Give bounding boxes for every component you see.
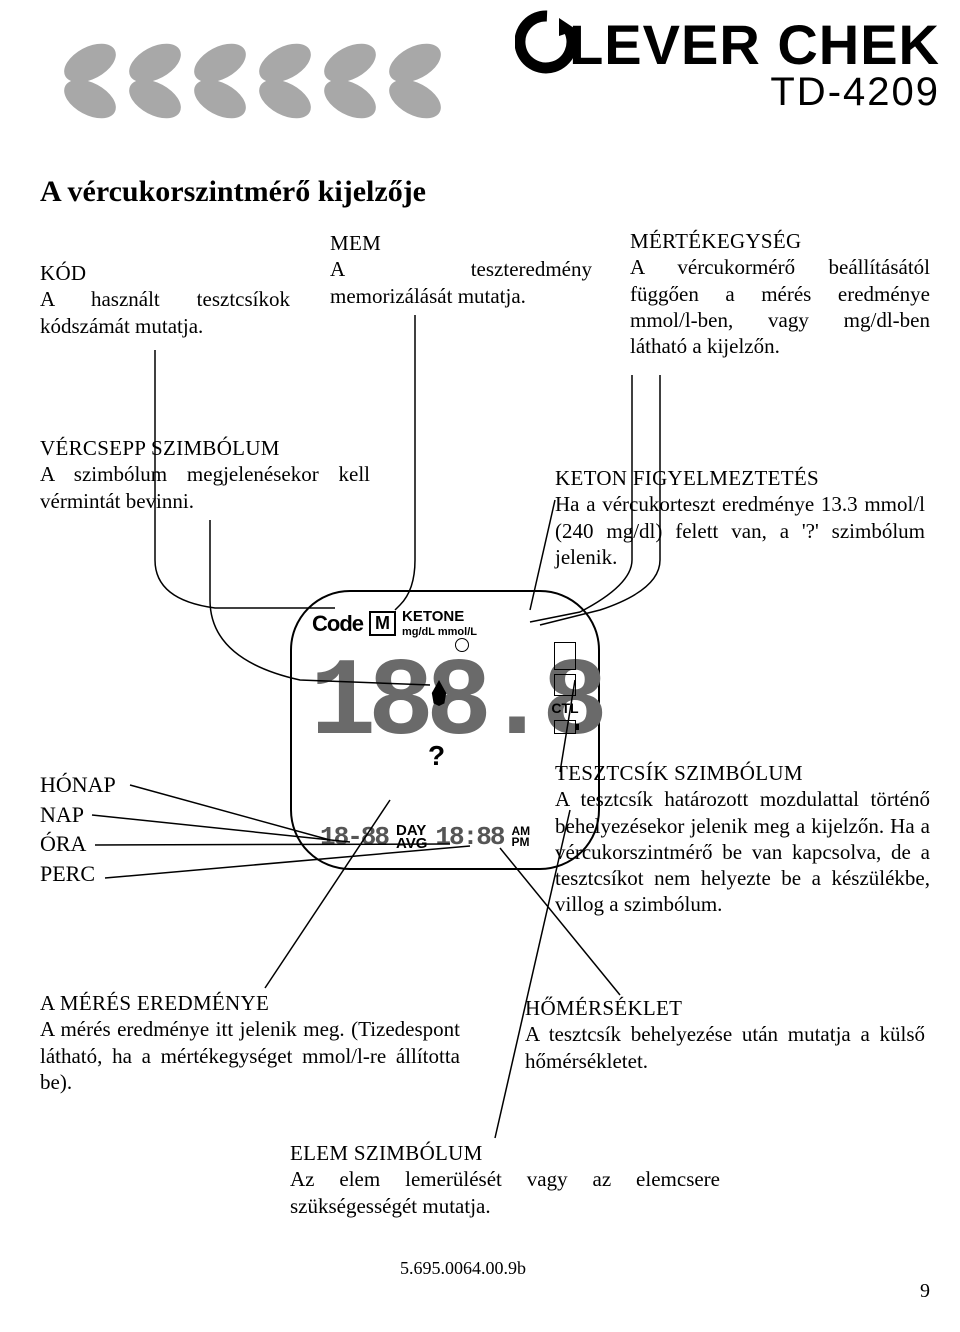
callout-result-title: A MÉRÉS EREDMÉNYE <box>40 991 269 1015</box>
callout-ketone-title: KETON FIGYELMEZTETÉS <box>555 466 819 490</box>
lcd-mem-icon: M <box>369 611 396 636</box>
footer-code: 5.695.0064.00.9b <box>400 1258 526 1279</box>
callout-mem: MEM A teszteredmény memorizálását mutatj… <box>330 230 592 309</box>
label-month: HÓNAP <box>40 770 116 800</box>
callout-kod: KÓD A használt tesztcsíkok kódszámát mut… <box>40 260 290 339</box>
lcd-time-digits: 18:88 <box>435 822 503 852</box>
lcd-side-icons: CTL <box>550 642 580 734</box>
callout-strip: TESZTCSÍK SZIMBÓLUM A tesztcsík határozo… <box>555 760 930 918</box>
callout-kod-title: KÓD <box>40 261 86 285</box>
lcd-ctl-label: CTL <box>551 700 578 716</box>
callout-result: A MÉRÉS EREDMÉNYE A mérés eredménye itt … <box>40 990 460 1095</box>
callout-battery-body: Az elem lemerülését vagy az elemcsere sz… <box>290 1166 720 1219</box>
callout-ketone: KETON FIGYELMEZTETÉS Ha a vércukorteszt … <box>555 465 925 570</box>
label-hour: ÓRA <box>40 829 116 859</box>
lcd-bottom-row: 18-88 DAYAVG 18:88 AMPM <box>320 822 530 852</box>
callout-battery-title: ELEM SZIMBÓLUM <box>290 1141 483 1165</box>
callout-blood-body: A szimbólum megjelenésekor kell vérmintá… <box>40 461 370 514</box>
page-number: 9 <box>920 1280 930 1303</box>
callout-battery: ELEM SZIMBÓLUM Az elem lemerülését vagy … <box>290 1140 720 1219</box>
lcd-date-digits: 18-88 <box>320 822 388 852</box>
page-header: LEVER CHEK TD-4209 <box>0 0 960 150</box>
callout-blood-title: VÉRCSEPP SZIMBÓLUM <box>40 436 280 460</box>
lcd-ampm: AMPM <box>511 826 530 848</box>
callout-result-body: A mérés eredménye itt jelenik meg. (Tize… <box>40 1016 460 1095</box>
brand-logo: LEVER CHEK TD-4209 <box>515 10 940 115</box>
callout-temp-body: A tesztcsík behelyezése után mutatja a k… <box>525 1021 925 1074</box>
lcd-code-label: Code <box>312 611 363 637</box>
leaf-decoration-icon <box>60 35 480 130</box>
label-day: NAP <box>40 800 116 830</box>
lcd-battery-icon <box>554 720 576 734</box>
lcd-top-row: Code M KETONE mg/dL mmol/L <box>312 610 477 637</box>
callout-temp-title: HŐMÉRSÉKLET <box>525 996 682 1020</box>
callout-mem-title: MEM <box>330 231 381 255</box>
callout-kod-body: A használt tesztcsíkok kódszámát mutatja… <box>40 286 290 339</box>
lcd-display: Code M KETONE mg/dL mmol/L 188.8 ? CTL 1… <box>290 590 600 870</box>
label-minute: PERC <box>40 859 116 889</box>
time-labels: HÓNAP NAP ÓRA PERC <box>40 770 116 889</box>
brand-model: TD-4209 <box>515 70 940 115</box>
lcd-temp-icon <box>554 674 576 696</box>
lcd-question-icon: ? <box>428 740 445 772</box>
callout-temp: HŐMÉRSÉKLET A tesztcsík behelyezése után… <box>525 995 925 1074</box>
lcd-ketone-label: KETONE mg/dL mmol/L <box>402 610 477 637</box>
lcd-dayavg: DAYAVG <box>396 824 427 851</box>
logo-c-arrow-icon <box>515 10 579 74</box>
callout-blood: VÉRCSEPP SZIMBÓLUM A szimbólum megjelené… <box>40 435 370 514</box>
callout-mem-body: A teszteredmény memorizálását mutatja. <box>330 256 592 309</box>
callout-unit-title: MÉRTÉKEGYSÉG <box>630 229 802 253</box>
callout-unit: MÉRTÉKEGYSÉG A vércukormérő beállításátó… <box>630 228 930 359</box>
callout-ketone-body: Ha a vércukorteszt eredménye 13.3 mmol/l… <box>555 491 925 570</box>
callout-strip-body: A tesztcsík határozott mozdulattal törté… <box>555 786 930 917</box>
brand-name: LEVER CHEK <box>515 10 940 74</box>
page-title: A vércukorszintmérő kijelzője <box>40 175 426 209</box>
lcd-strip-icon <box>554 642 576 670</box>
callout-unit-body: A vércukormérő beállításától függően a m… <box>630 254 930 359</box>
